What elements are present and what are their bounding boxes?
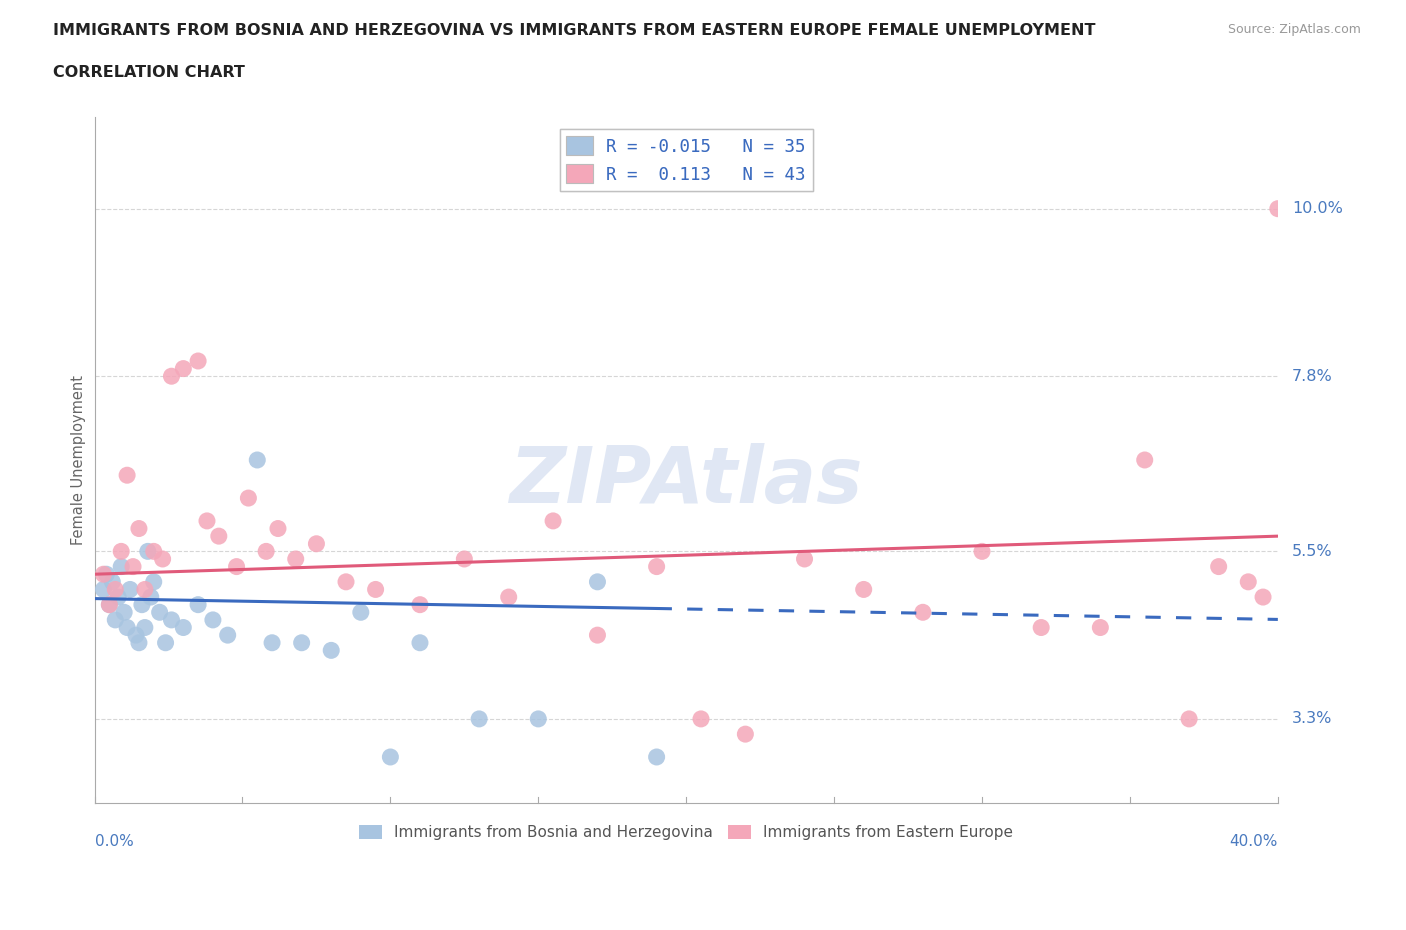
Point bbox=[134, 582, 156, 597]
Point bbox=[217, 628, 239, 643]
Point bbox=[335, 575, 357, 590]
Text: 0.0%: 0.0% bbox=[94, 833, 134, 848]
Point bbox=[115, 620, 138, 635]
Point bbox=[645, 750, 668, 764]
Point bbox=[104, 582, 127, 597]
Text: 10.0%: 10.0% bbox=[1292, 201, 1343, 216]
Point bbox=[453, 551, 475, 566]
Point bbox=[527, 711, 550, 726]
Point bbox=[128, 521, 150, 536]
Point bbox=[122, 559, 145, 574]
Point bbox=[128, 635, 150, 650]
Point bbox=[195, 513, 218, 528]
Point bbox=[645, 559, 668, 574]
Point bbox=[498, 590, 520, 604]
Point bbox=[142, 544, 165, 559]
Point bbox=[852, 582, 875, 597]
Point bbox=[93, 582, 115, 597]
Point bbox=[690, 711, 713, 726]
Point bbox=[104, 613, 127, 628]
Point bbox=[208, 528, 231, 543]
Point bbox=[125, 628, 148, 643]
Point bbox=[136, 544, 159, 559]
Point bbox=[1178, 711, 1201, 726]
Text: IMMIGRANTS FROM BOSNIA AND HERZEGOVINA VS IMMIGRANTS FROM EASTERN EUROPE FEMALE : IMMIGRANTS FROM BOSNIA AND HERZEGOVINA V… bbox=[53, 23, 1095, 38]
Text: Source: ZipAtlas.com: Source: ZipAtlas.com bbox=[1227, 23, 1361, 36]
Point bbox=[793, 551, 815, 566]
Point bbox=[225, 559, 247, 574]
Y-axis label: Female Unemployment: Female Unemployment bbox=[72, 375, 86, 545]
Point bbox=[98, 597, 121, 612]
Point bbox=[98, 597, 121, 612]
Point bbox=[131, 597, 153, 612]
Point bbox=[1251, 590, 1274, 604]
Point bbox=[93, 566, 115, 581]
Text: 40.0%: 40.0% bbox=[1229, 833, 1278, 848]
Point bbox=[409, 635, 432, 650]
Point bbox=[115, 468, 138, 483]
Point bbox=[321, 643, 343, 658]
Text: 7.8%: 7.8% bbox=[1292, 368, 1333, 384]
Point bbox=[152, 551, 174, 566]
Text: 5.5%: 5.5% bbox=[1292, 544, 1333, 559]
Point bbox=[101, 575, 124, 590]
Point bbox=[468, 711, 491, 726]
Text: ZIPAtlas: ZIPAtlas bbox=[509, 443, 863, 519]
Point bbox=[201, 613, 224, 628]
Point bbox=[246, 453, 269, 468]
Point bbox=[970, 544, 993, 559]
Point bbox=[107, 590, 129, 604]
Point bbox=[187, 353, 209, 368]
Point bbox=[120, 582, 142, 597]
Point bbox=[586, 628, 609, 643]
Point bbox=[254, 544, 277, 559]
Point bbox=[734, 726, 756, 741]
Point bbox=[172, 361, 194, 376]
Point bbox=[380, 750, 402, 764]
Point bbox=[262, 635, 284, 650]
Point bbox=[911, 604, 934, 619]
Point bbox=[1267, 201, 1289, 216]
Point bbox=[172, 620, 194, 635]
Point bbox=[112, 604, 135, 619]
Point bbox=[305, 537, 328, 551]
Point bbox=[139, 590, 162, 604]
Point bbox=[291, 635, 314, 650]
Point bbox=[267, 521, 290, 536]
Point bbox=[110, 544, 132, 559]
Point bbox=[364, 582, 387, 597]
Point bbox=[142, 575, 165, 590]
Point bbox=[155, 635, 177, 650]
Point bbox=[238, 491, 260, 506]
Point bbox=[187, 597, 209, 612]
Point bbox=[350, 604, 373, 619]
Point bbox=[1031, 620, 1053, 635]
Point bbox=[1237, 575, 1260, 590]
Point bbox=[1133, 453, 1156, 468]
Point bbox=[96, 566, 118, 581]
Point bbox=[1090, 620, 1112, 635]
Point bbox=[1208, 559, 1230, 574]
Text: CORRELATION CHART: CORRELATION CHART bbox=[53, 65, 245, 80]
Point bbox=[160, 613, 183, 628]
Legend: R = -0.015   N = 35, R =  0.113   N = 43: R = -0.015 N = 35, R = 0.113 N = 43 bbox=[560, 129, 813, 191]
Point bbox=[149, 604, 172, 619]
Point bbox=[541, 513, 564, 528]
Point bbox=[409, 597, 432, 612]
Point bbox=[110, 559, 132, 574]
Point bbox=[134, 620, 156, 635]
Point bbox=[586, 575, 609, 590]
Point bbox=[284, 551, 307, 566]
Text: 3.3%: 3.3% bbox=[1292, 711, 1333, 726]
Point bbox=[160, 369, 183, 384]
